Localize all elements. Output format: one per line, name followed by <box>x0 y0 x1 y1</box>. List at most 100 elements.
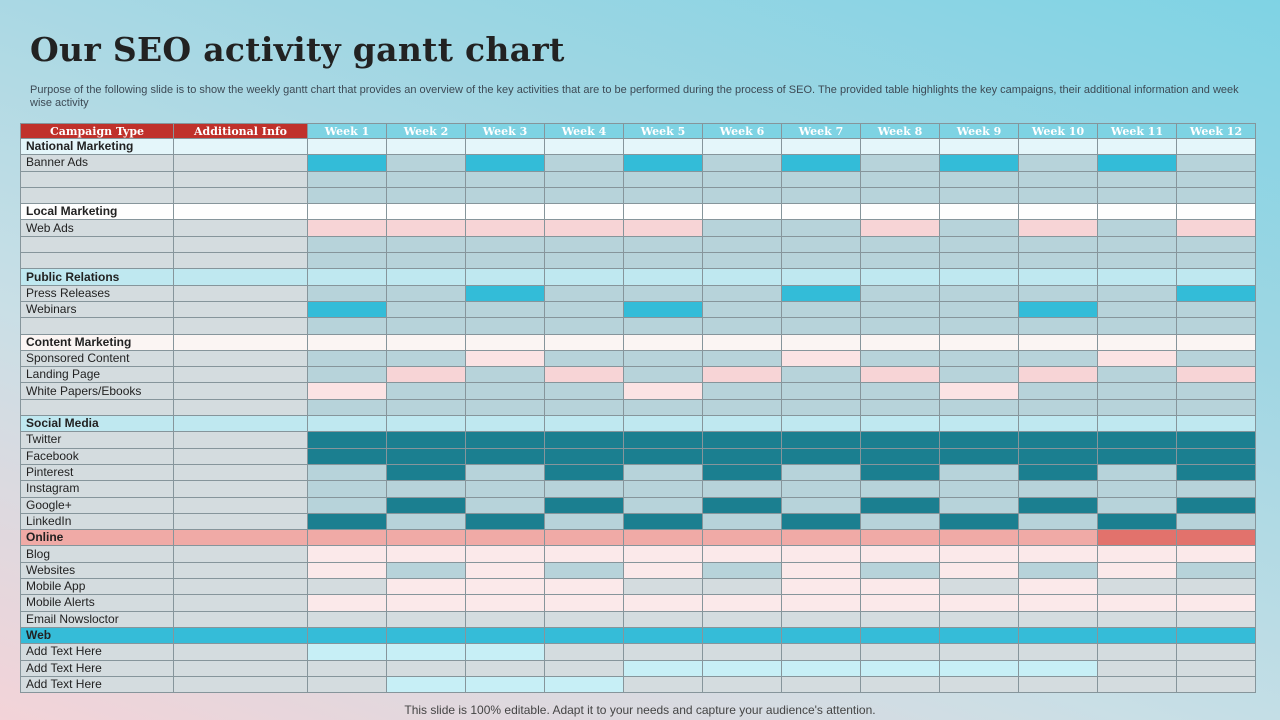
week-10-cell <box>1018 659 1098 677</box>
week-7-cell <box>781 382 861 400</box>
week-12-cell <box>1176 235 1256 254</box>
week-2-cell <box>386 675 466 694</box>
week-3-cell <box>465 447 545 465</box>
week-6-cell <box>702 594 782 612</box>
week-1-cell <box>307 252 387 270</box>
additional-info-cell <box>173 382 308 400</box>
week-6-cell <box>702 317 782 335</box>
week-2-cell <box>386 431 466 449</box>
activity-row: Add Text Here <box>20 659 1256 677</box>
week-4-cell <box>544 578 624 596</box>
activity-label <box>20 186 174 205</box>
activity-label <box>20 235 174 254</box>
week-9-cell <box>939 643 1019 661</box>
activity-label: Add Text Here <box>20 659 174 677</box>
week-6-cell <box>702 610 782 628</box>
week-8-cell <box>860 382 940 400</box>
week-7-cell <box>781 186 861 205</box>
week-7-cell <box>781 137 861 156</box>
week-10-cell <box>1018 154 1098 172</box>
week-10-cell <box>1018 398 1098 417</box>
week-5-cell <box>623 186 703 205</box>
week-5-cell <box>623 154 703 172</box>
week-12-cell <box>1176 219 1256 237</box>
week-4-cell <box>544 219 624 237</box>
week-7-cell <box>781 561 861 580</box>
week-1-cell <box>307 203 387 221</box>
week-6-cell <box>702 382 782 400</box>
week-3-cell <box>465 594 545 612</box>
activity-row <box>20 252 1256 270</box>
slide-description: Purpose of the following slide is to sho… <box>30 84 1239 109</box>
week-10-cell <box>1018 366 1098 384</box>
week-9-cell <box>939 561 1019 580</box>
week-2-cell <box>386 626 466 645</box>
week-5-cell <box>623 137 703 156</box>
week-7-cell <box>781 284 861 302</box>
week-7-cell <box>781 300 861 319</box>
week-8-cell <box>860 137 940 156</box>
additional-info-cell <box>173 545 308 563</box>
week-1-cell <box>307 626 387 645</box>
week-1-cell <box>307 398 387 417</box>
week-3-cell <box>465 398 545 417</box>
week-4-cell <box>544 512 624 531</box>
week-7-cell <box>781 512 861 531</box>
activity-row: LinkedIn <box>20 512 1256 531</box>
activity-row: Email Nowsloctor <box>20 610 1256 628</box>
week-5-cell <box>623 496 703 514</box>
category-row: National Marketing <box>20 137 1256 156</box>
week-9-cell <box>939 578 1019 596</box>
week-5-cell <box>623 463 703 482</box>
week-3-cell <box>465 626 545 645</box>
week-8-cell <box>860 333 940 351</box>
week-2-cell <box>386 561 466 580</box>
week-10-cell <box>1018 529 1098 547</box>
week-11-cell <box>1097 594 1177 612</box>
week-5-cell <box>623 659 703 677</box>
activity-label: Press Releases <box>20 284 174 302</box>
week-11-cell <box>1097 480 1177 498</box>
activity-row: Websites <box>20 561 1256 580</box>
week-1-cell <box>307 480 387 498</box>
activity-row <box>20 398 1256 417</box>
activity-label: Blog <box>20 545 174 563</box>
week-2-cell <box>386 170 466 188</box>
week-12-cell <box>1176 333 1256 351</box>
week-2-cell <box>386 252 466 270</box>
header-week-11: Week 11 <box>1097 123 1177 139</box>
additional-info-cell <box>173 626 308 645</box>
week-3-cell <box>465 252 545 270</box>
week-6-cell <box>702 659 782 677</box>
activity-row <box>20 186 1256 205</box>
week-6-cell <box>702 154 782 172</box>
additional-info-cell <box>173 447 308 465</box>
additional-info-cell <box>173 610 308 628</box>
week-5-cell <box>623 317 703 335</box>
week-9-cell <box>939 170 1019 188</box>
week-3-cell <box>465 154 545 172</box>
week-7-cell <box>781 333 861 351</box>
week-3-cell <box>465 349 545 368</box>
week-6-cell <box>702 268 782 286</box>
week-6-cell <box>702 366 782 384</box>
week-2-cell <box>386 349 466 368</box>
week-6-cell <box>702 643 782 661</box>
week-4-cell <box>544 382 624 400</box>
week-3-cell <box>465 186 545 205</box>
week-4-cell <box>544 252 624 270</box>
week-12-cell <box>1176 284 1256 302</box>
week-10-cell <box>1018 235 1098 254</box>
week-10-cell <box>1018 626 1098 645</box>
week-2-cell <box>386 578 466 596</box>
week-12-cell <box>1176 252 1256 270</box>
week-8-cell <box>860 219 940 237</box>
week-10-cell <box>1018 203 1098 221</box>
week-7-cell <box>781 252 861 270</box>
activity-label <box>20 398 174 417</box>
week-10-cell <box>1018 496 1098 514</box>
week-11-cell <box>1097 463 1177 482</box>
week-9-cell <box>939 447 1019 465</box>
week-5-cell <box>623 284 703 302</box>
week-12-cell <box>1176 480 1256 498</box>
